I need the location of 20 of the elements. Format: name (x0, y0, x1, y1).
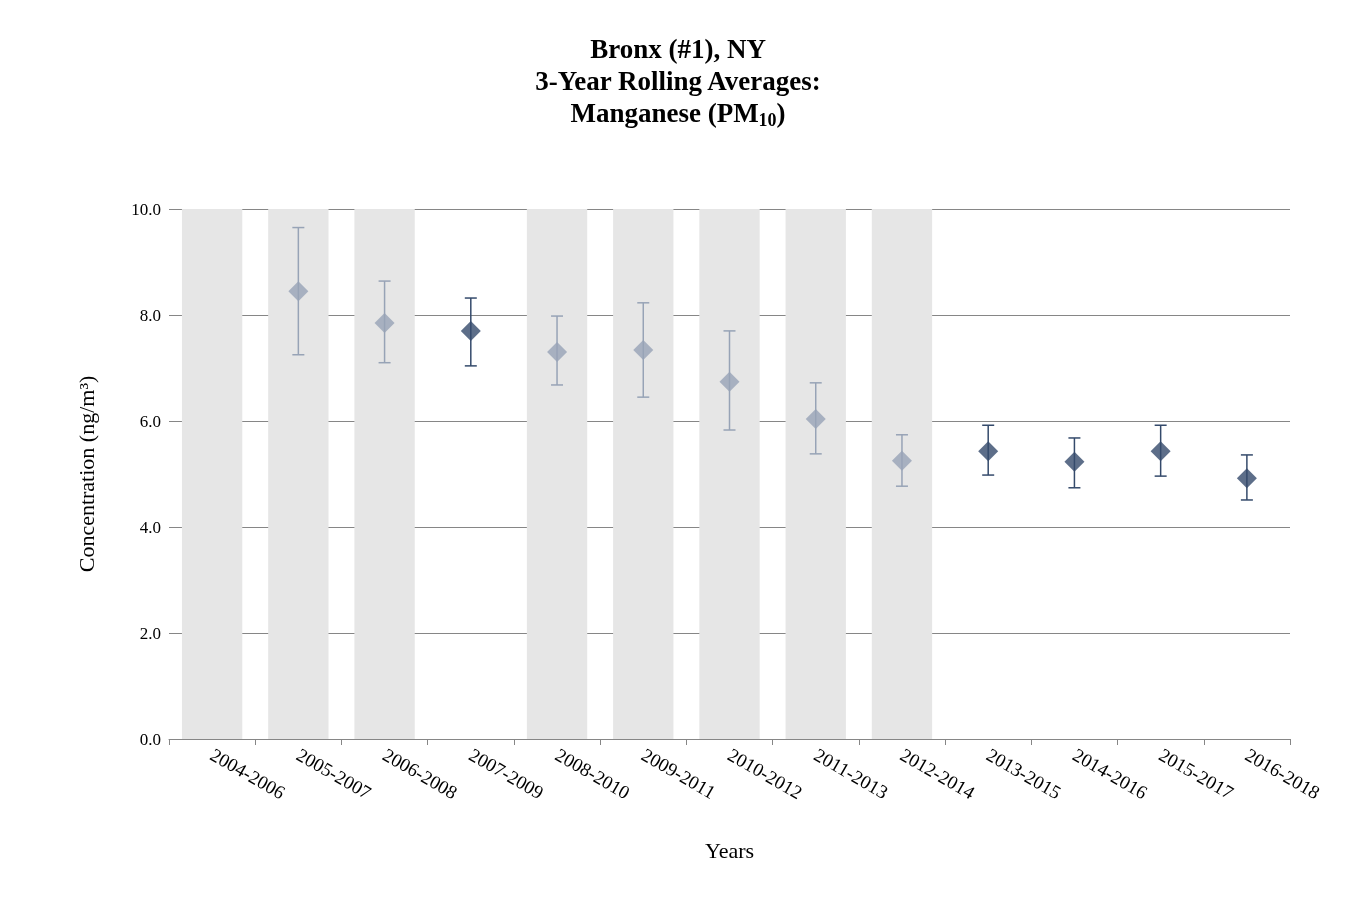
point (891, 450, 912, 471)
y-tick-label: 4.0 (139, 517, 161, 537)
point (719, 371, 740, 392)
point (633, 339, 654, 360)
point (978, 441, 999, 462)
y-tick-label: 2.0 (139, 623, 161, 643)
y-tick-label: 10.0 (131, 199, 161, 219)
y-tick-label: 6.0 (139, 411, 161, 431)
point (805, 408, 826, 429)
point (1236, 468, 1257, 489)
point (1064, 451, 1085, 472)
point (1150, 441, 1171, 462)
point (547, 342, 568, 363)
point (288, 281, 309, 302)
y-tick-label: 0.0 (139, 729, 161, 749)
point (460, 320, 481, 341)
point (374, 312, 395, 333)
y-axis-title: Concentration (ng/m³) (73, 375, 99, 573)
x-axis-title: Years (704, 837, 755, 863)
y-tick-label: 8.0 (139, 305, 161, 325)
